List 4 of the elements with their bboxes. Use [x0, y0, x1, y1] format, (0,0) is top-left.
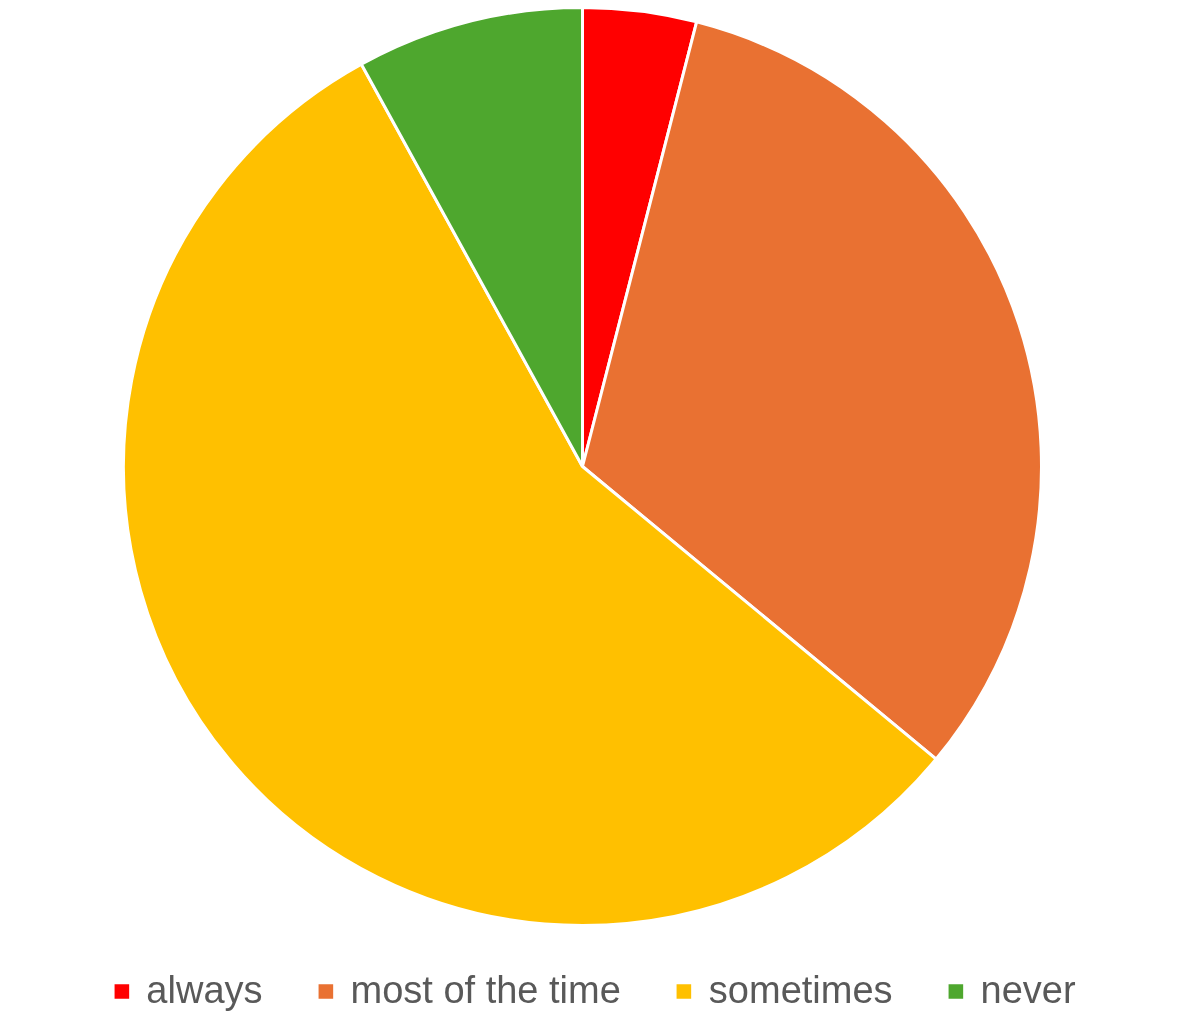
legend-label: always	[146, 969, 263, 1012]
legend-label: most of the time	[350, 969, 621, 1012]
legend-label: never	[980, 969, 1076, 1012]
legend-label: sometimes	[708, 969, 893, 1012]
